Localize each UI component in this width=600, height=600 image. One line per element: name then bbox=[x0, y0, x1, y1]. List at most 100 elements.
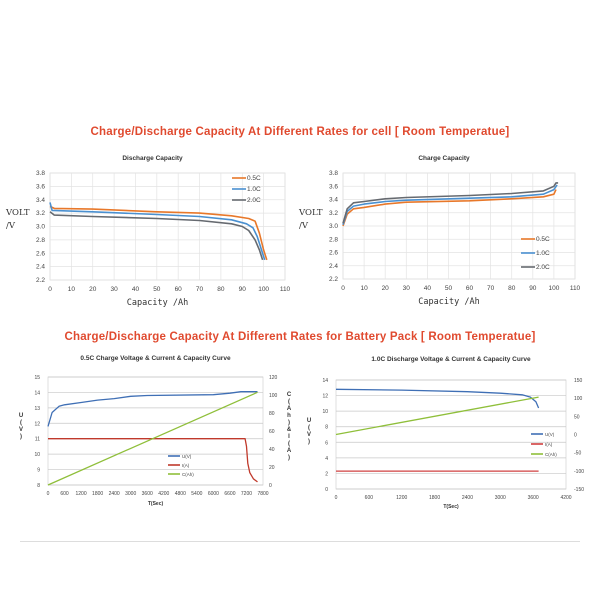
series-line-uv bbox=[47, 391, 258, 427]
x-axis-label: T(Sec) bbox=[443, 504, 459, 510]
x-tick-label: 70 bbox=[196, 286, 204, 293]
series-line-20c bbox=[49, 211, 264, 261]
x-tick-label: 10 bbox=[360, 285, 368, 292]
x-tick-label: 80 bbox=[217, 286, 225, 293]
series-line-05c bbox=[49, 205, 268, 261]
x-tick-label: 20 bbox=[382, 285, 390, 292]
x-tick-label: 10 bbox=[68, 286, 76, 293]
chart-4-y-axis-label: U(V) bbox=[306, 418, 312, 446]
y-tick-label: 2.8 bbox=[36, 237, 45, 244]
x-tick-label: 0 bbox=[48, 286, 52, 293]
y-tick-label: 2.6 bbox=[36, 250, 45, 257]
legend-label: 1.0C bbox=[536, 250, 550, 257]
x-tick-label: 40 bbox=[424, 285, 432, 292]
x-tick-label: 600 bbox=[60, 491, 69, 497]
y2-tick-label: 0 bbox=[269, 483, 272, 489]
x-axis-label: Capacity /Ah bbox=[127, 298, 188, 308]
chart-2: Charge Capacity 0 10 20 30 40 50 60 70 80 90 100 110… bbox=[298, 155, 581, 307]
x-tick-label: 50 bbox=[445, 285, 453, 292]
x-tick-label: 1800 bbox=[429, 495, 440, 501]
x-tick-label: 4200 bbox=[560, 495, 571, 501]
series-line-ia bbox=[48, 438, 258, 483]
chart-4: 1.0C Discharge Voltage & Current & Capac… bbox=[322, 356, 584, 510]
legend-label: 2.0C bbox=[536, 264, 550, 271]
x-tick-label: 3600 bbox=[528, 495, 539, 501]
y2-tick-label: 50 bbox=[574, 414, 580, 420]
x-tick-label: 90 bbox=[239, 286, 247, 293]
y-tick-label: 15 bbox=[34, 375, 40, 381]
x-tick-label: 60 bbox=[466, 285, 474, 292]
chart-3-y-axis-label: U(V) bbox=[18, 413, 24, 441]
y-tick-label: 11 bbox=[35, 437, 40, 443]
y2-tick-label: 80 bbox=[269, 411, 275, 417]
y2-tick-label: 120 bbox=[269, 375, 278, 381]
x-tick-label: 3600 bbox=[142, 491, 153, 497]
x-tick-label: 110 bbox=[570, 285, 581, 292]
chart-3: 0.5C Charge Voltage & Current & Capacity… bbox=[34, 355, 277, 507]
y-tick-label: 2.4 bbox=[329, 263, 338, 270]
x-axis-label: T(Sec) bbox=[148, 501, 164, 507]
legend-label: I(A) bbox=[182, 463, 190, 468]
series-line-10c bbox=[49, 202, 266, 261]
x-tick-label: 80 bbox=[508, 285, 516, 292]
y-tick-label: 8 bbox=[325, 425, 328, 431]
x-tick-label: 3000 bbox=[495, 495, 506, 501]
y2-tick-label: 0 bbox=[574, 433, 577, 439]
y-tick-label: 2.2 bbox=[329, 276, 338, 283]
y2-tick-label: -150 bbox=[574, 487, 584, 493]
y-tick-label: 2 bbox=[325, 471, 328, 477]
y2-tick-label: 40 bbox=[269, 447, 275, 453]
x-tick-label: 20 bbox=[89, 286, 97, 293]
y2-tick-label: 20 bbox=[269, 465, 275, 471]
series-line-05c bbox=[342, 189, 557, 227]
x-tick-label: 0 bbox=[335, 495, 338, 501]
chart-title: 1.0C Discharge Voltage & Current & Capac… bbox=[371, 356, 531, 363]
y-tick-label: 3.8 bbox=[329, 170, 338, 177]
legend-label: 1.0C bbox=[247, 186, 261, 193]
x-tick-label: 3000 bbox=[125, 491, 136, 497]
y2-tick-label: 100 bbox=[574, 396, 583, 402]
x-tick-label: 30 bbox=[403, 285, 411, 292]
y-tick-label: 3.6 bbox=[329, 183, 338, 190]
x-tick-label: 7800 bbox=[257, 491, 268, 497]
y-tick-label: 8 bbox=[37, 483, 40, 489]
y2-tick-label: 60 bbox=[269, 429, 275, 435]
x-axis-label: Capacity /Ah bbox=[418, 297, 479, 307]
x-tick-label: 6000 bbox=[208, 491, 219, 497]
y2-tick-label: -50 bbox=[574, 451, 581, 457]
y2-tick-label: 100 bbox=[269, 393, 278, 399]
series-line-10c bbox=[342, 184, 558, 225]
chart-title: Discharge Capacity bbox=[122, 155, 183, 162]
y2-tick-label: -100 bbox=[574, 469, 584, 475]
x-tick-label: 1200 bbox=[76, 491, 87, 497]
y-tick-label: 14 bbox=[34, 390, 40, 396]
y-tick-label: 3.4 bbox=[329, 197, 338, 204]
x-tick-label: 2400 bbox=[109, 491, 120, 497]
x-tick-label: 5400 bbox=[191, 491, 202, 497]
y-tick-label: 2.6 bbox=[329, 250, 338, 257]
y-tick-label: 3.4 bbox=[36, 197, 45, 204]
x-tick-label: 1800 bbox=[92, 491, 103, 497]
y-tick-label: 3.6 bbox=[36, 183, 45, 190]
x-tick-label: 110 bbox=[280, 286, 291, 293]
legend-label: C(Ah) bbox=[545, 452, 557, 457]
x-tick-label: 600 bbox=[365, 495, 374, 501]
y-tick-label: 10 bbox=[34, 452, 40, 458]
legend-label: 2.0C bbox=[247, 197, 261, 204]
legend-label: C(Ah) bbox=[182, 472, 194, 477]
x-tick-label: 1200 bbox=[396, 495, 407, 501]
y-tick-label: 3.2 bbox=[36, 210, 45, 217]
chart-1: Discharge Capacity 0 10 20 30 40 50 60 70 80 90 100… bbox=[5, 155, 291, 308]
x-tick-label: 50 bbox=[153, 286, 161, 293]
series-line-cah bbox=[335, 396, 539, 436]
y-tick-label: 3.0 bbox=[36, 224, 45, 231]
x-tick-label: 100 bbox=[548, 285, 559, 292]
y-axis-label: VOLT/V bbox=[5, 208, 30, 231]
y-tick-label: 3.2 bbox=[329, 210, 338, 217]
legend-label: 0.5C bbox=[536, 236, 550, 243]
x-tick-label: 60 bbox=[175, 286, 183, 293]
y-tick-label: 3.8 bbox=[36, 170, 45, 177]
x-tick-label: 100 bbox=[258, 286, 269, 293]
y-tick-label: 2.4 bbox=[36, 264, 45, 271]
